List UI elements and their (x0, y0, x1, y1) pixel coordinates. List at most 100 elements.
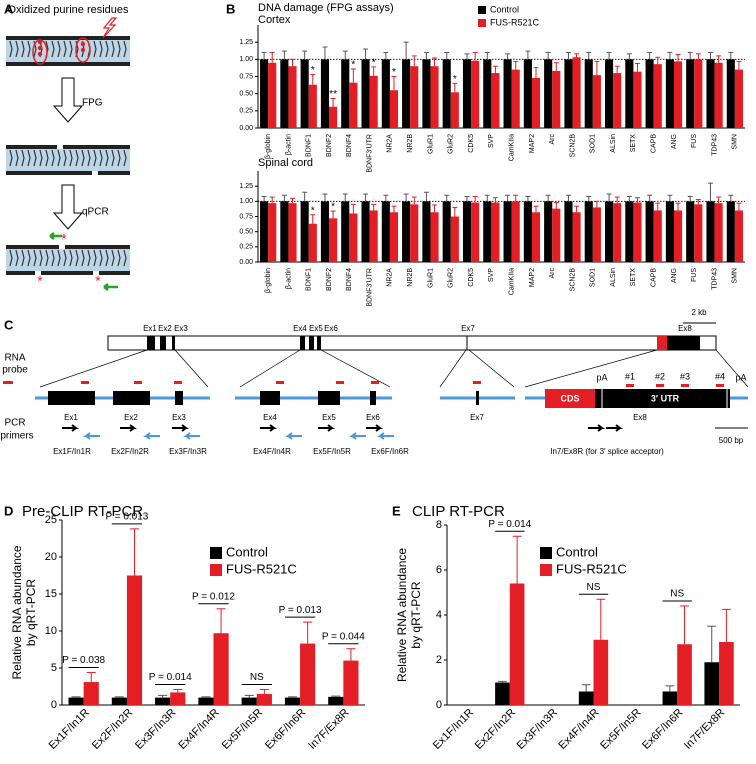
bar (613, 203, 622, 262)
zoom-line (439, 349, 467, 388)
primer-label: Ex4F/In4R (253, 447, 291, 456)
exon-label: Ex4 (293, 324, 307, 333)
bar (256, 693, 272, 705)
significance-label: * (372, 58, 376, 69)
cds-label: CDS (560, 393, 579, 403)
bar (706, 59, 715, 129)
x-tick-label: β-actin (285, 134, 292, 155)
exon (317, 336, 321, 350)
strand (6, 36, 130, 40)
significance-label: * (392, 67, 396, 78)
bar (198, 697, 214, 705)
x-tick-label: SETX (630, 134, 637, 153)
pa-label: pA (735, 372, 746, 382)
chart-title: Cortex (258, 14, 291, 26)
significance-label: * (331, 202, 335, 213)
bar (572, 212, 581, 262)
row-label: probe (2, 365, 28, 376)
bar (422, 59, 431, 129)
x-tick-label: BDNF3′UTR (366, 134, 373, 173)
bar (349, 213, 358, 262)
step-arrow (52, 77, 84, 123)
y-tick-label: 15 (45, 588, 57, 600)
x-tick-label: ANG (671, 134, 678, 149)
panel-label: A (4, 1, 14, 16)
exon (172, 336, 175, 350)
legend-swatch (478, 6, 486, 14)
significance-label: * (351, 60, 355, 71)
x-tick-label: MAP2 (529, 134, 536, 153)
base-pair (123, 249, 127, 267)
exon (113, 391, 150, 405)
base-pair (57, 40, 61, 58)
base-pair (93, 249, 97, 267)
x-tick-label: Ex2F/In2R (473, 707, 518, 752)
bar (155, 697, 171, 705)
x-tick-label: CamKIIa (508, 268, 515, 295)
bar (604, 59, 614, 129)
probe (3, 381, 13, 384)
base-pair (105, 40, 109, 58)
legend-label: FUS-R521C (556, 561, 627, 576)
x-tick-label: Ex6F/In6R (263, 707, 308, 752)
exon (667, 336, 700, 350)
base-pair (75, 249, 79, 267)
base-pair (21, 149, 25, 167)
x-tick-label: β-actin (285, 268, 292, 289)
bar (389, 90, 399, 128)
base-pair (105, 249, 109, 267)
x-tick-label: BDNF1 (306, 134, 313, 157)
zoom-line (524, 349, 658, 388)
base-pair (15, 249, 19, 267)
base-pair (81, 249, 85, 267)
strand (6, 271, 35, 275)
bar (544, 59, 553, 129)
base-pair (33, 149, 37, 167)
bar (343, 660, 359, 705)
lesion (80, 47, 86, 53)
exon (260, 391, 280, 405)
bar (511, 69, 520, 128)
bar (719, 642, 734, 705)
bar (509, 583, 525, 705)
base-pair (21, 249, 25, 267)
x-tick-label: β-globin (265, 134, 272, 159)
primer (285, 432, 302, 440)
primer (366, 424, 383, 432)
bar (653, 210, 662, 262)
bar (288, 66, 297, 128)
site-label: #3 (680, 371, 690, 381)
base-pair (51, 249, 55, 267)
chart-title: Spinal cord (258, 157, 313, 169)
x-tick-label: Ex5F/In5R (598, 707, 643, 752)
x-tick-label: In7F/Ex8R (306, 707, 351, 752)
primer (377, 432, 394, 440)
base-pair (81, 149, 85, 167)
zoom-line (715, 349, 749, 388)
base-pair (15, 149, 19, 167)
bar (578, 691, 594, 705)
x-tick-label: ANG (671, 268, 678, 283)
bar (471, 202, 480, 262)
exon-label: Ex2 (158, 324, 172, 333)
bar (308, 223, 317, 262)
bar (284, 697, 301, 705)
bar (341, 59, 350, 129)
base-pair (51, 149, 55, 167)
bar (369, 75, 378, 128)
base-pair (117, 149, 121, 167)
bar (83, 682, 99, 705)
lesion-mark: * (37, 273, 43, 289)
x-tick-label: MAP2 (529, 268, 536, 287)
base-pair (15, 40, 19, 58)
bar (349, 82, 358, 128)
bar (483, 201, 492, 262)
site-label: #4 (715, 371, 725, 381)
y-tick-label: 0.75 (239, 73, 253, 80)
bar (389, 212, 399, 262)
bar (260, 59, 269, 129)
base-pair (45, 249, 49, 267)
bar (422, 201, 431, 262)
x-tick-label: GluR2 (448, 268, 455, 288)
bar (694, 59, 703, 129)
